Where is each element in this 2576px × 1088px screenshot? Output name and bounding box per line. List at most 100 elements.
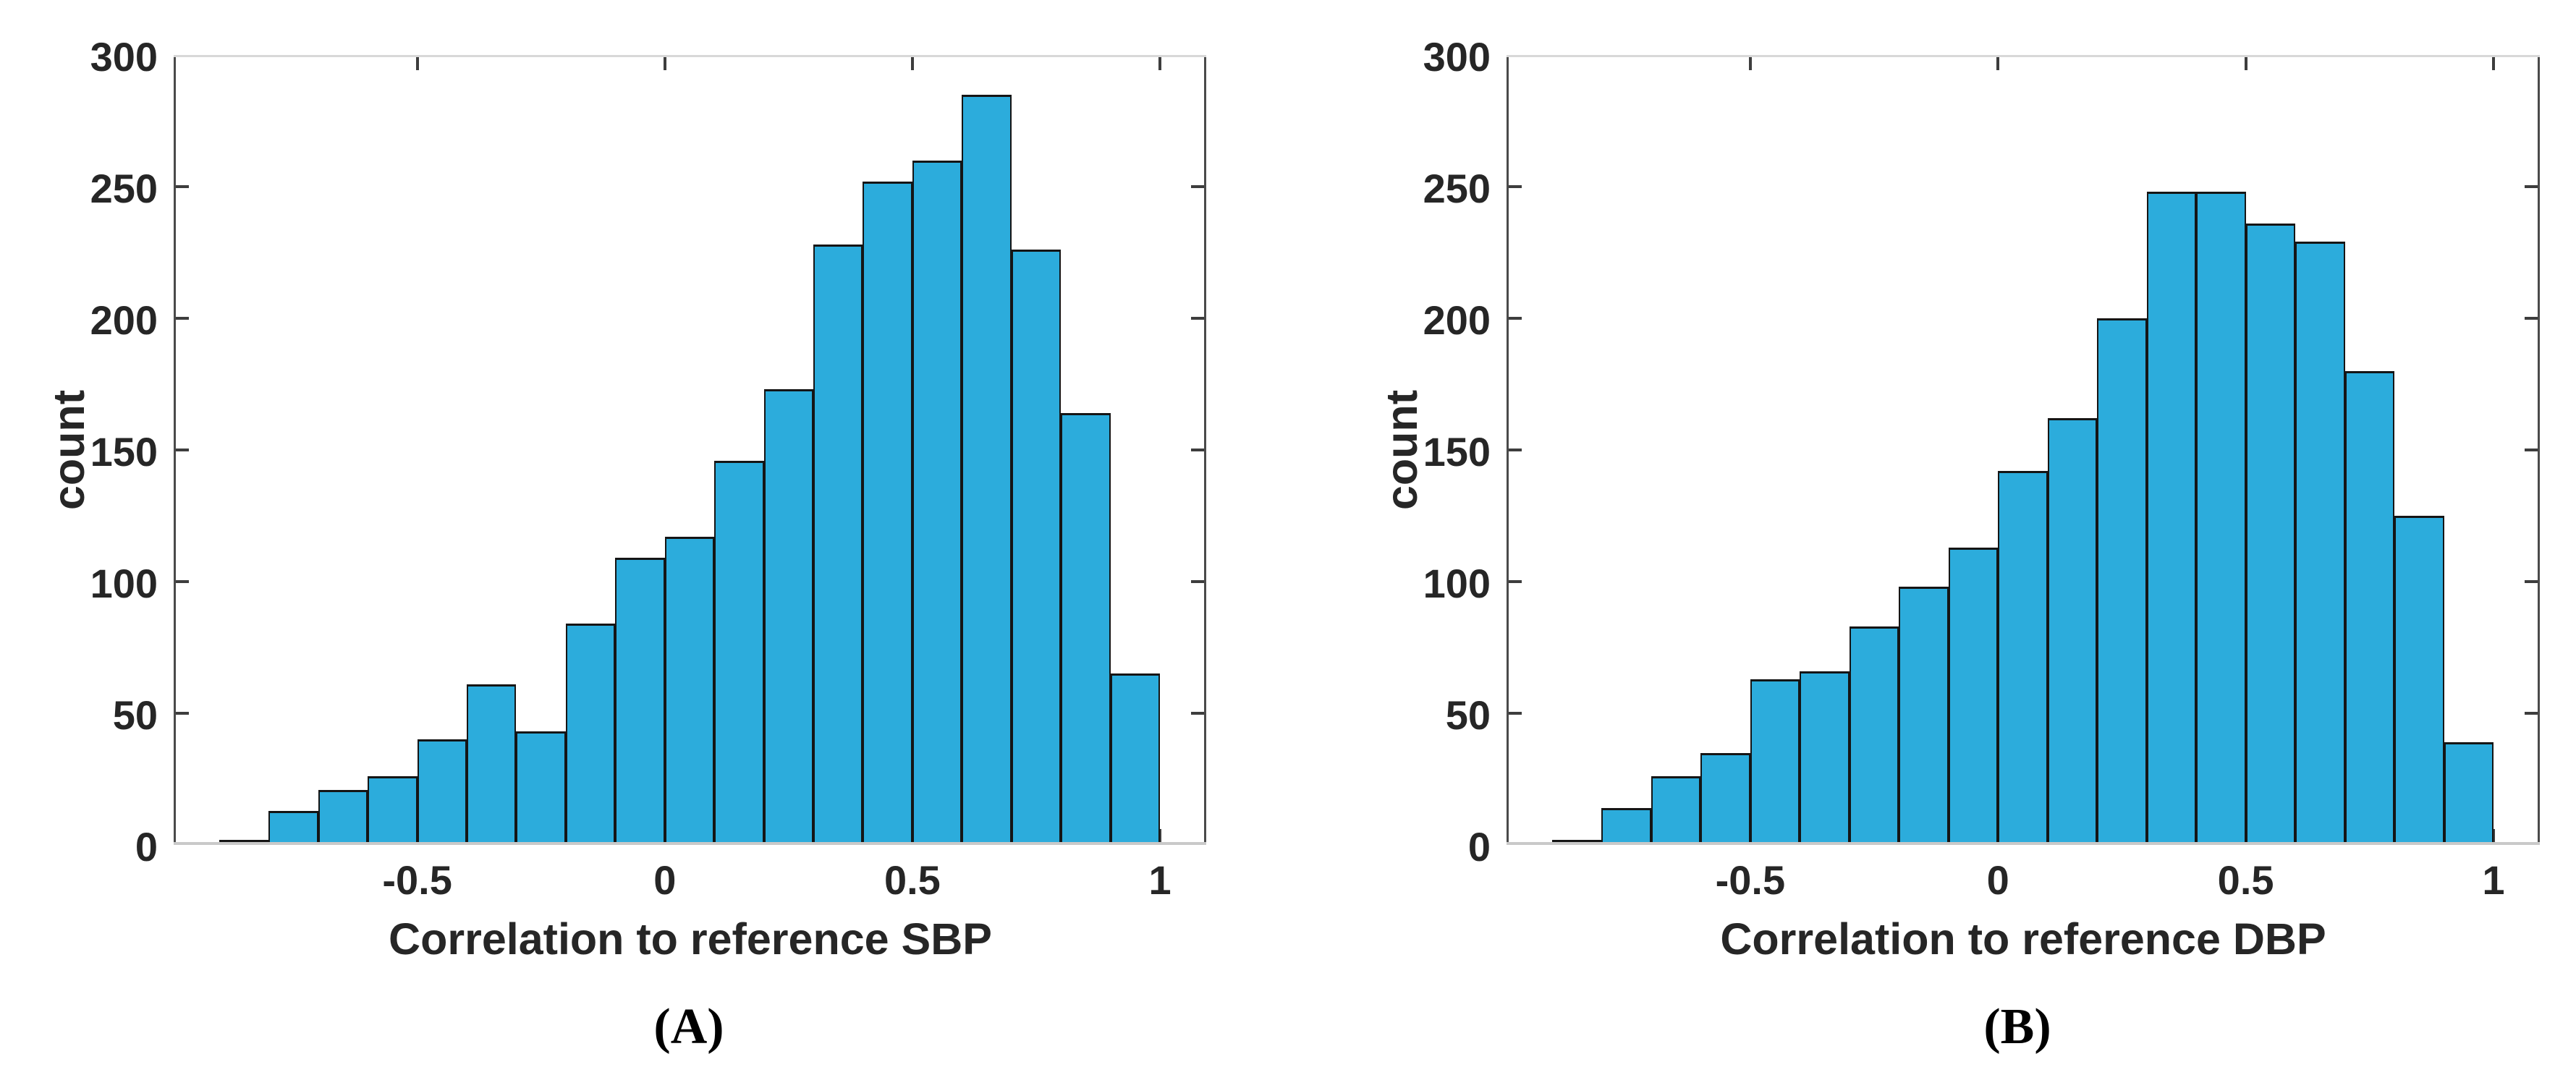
y-tick-label: 200 bbox=[90, 297, 158, 343]
y-tick-mark bbox=[2525, 712, 2538, 715]
y-tick-mark bbox=[1509, 580, 1522, 583]
y-tick-label: 200 bbox=[1423, 297, 1491, 343]
histogram-bar bbox=[664, 537, 715, 845]
y-tick-mark bbox=[1191, 580, 1204, 583]
histogram-bar bbox=[1061, 413, 1111, 845]
axis-frame-left bbox=[1507, 55, 1509, 845]
histogram-bar bbox=[1110, 673, 1161, 845]
y-tick-mark bbox=[2525, 580, 2538, 583]
x-tick-mark bbox=[415, 57, 419, 70]
histogram-bar bbox=[1948, 547, 1999, 845]
y-tick-label: 100 bbox=[90, 561, 158, 606]
axis-frame-right bbox=[2538, 55, 2540, 845]
y-tick-label: 150 bbox=[90, 429, 158, 475]
x-tick-label: 0 bbox=[1986, 857, 2009, 903]
y-tick-mark bbox=[176, 580, 189, 583]
axis-frame-bottom bbox=[1507, 842, 2540, 845]
histogram-bar bbox=[417, 739, 467, 845]
y-tick-label: 100 bbox=[1423, 561, 1491, 606]
x-tick-label: -0.5 bbox=[382, 857, 452, 903]
histogram-bar bbox=[2394, 516, 2444, 845]
histogram-bar bbox=[1011, 250, 1062, 845]
x-tick-mark bbox=[663, 57, 666, 70]
x-tick-mark bbox=[1158, 57, 1162, 70]
x-tick-label: 1 bbox=[2482, 857, 2505, 903]
histogram-bar bbox=[813, 245, 863, 845]
histogram-bar bbox=[368, 776, 418, 845]
histogram-bar bbox=[714, 460, 764, 845]
y-tick-mark bbox=[176, 185, 189, 188]
x-tick-label: 1 bbox=[1148, 857, 1172, 903]
histogram-bar bbox=[2097, 318, 2147, 845]
histogram-bar bbox=[1601, 808, 1651, 845]
y-tick-mark bbox=[1191, 185, 1204, 188]
y-tick-mark bbox=[1509, 449, 1522, 451]
axis-frame-top bbox=[174, 55, 1206, 57]
y-tick-label: 300 bbox=[1423, 34, 1491, 80]
y-tick-label: 0 bbox=[135, 824, 158, 870]
histogram-bar bbox=[1750, 679, 1800, 845]
histogram-bar bbox=[2146, 192, 2197, 845]
y-tick-mark bbox=[176, 449, 189, 451]
histogram-bar bbox=[863, 181, 912, 845]
y-tick-label: 50 bbox=[112, 692, 158, 738]
x-tick-mark bbox=[910, 57, 914, 70]
y-tick-label: 50 bbox=[1445, 692, 1491, 738]
axis-frame-left bbox=[174, 55, 176, 845]
y-tick-mark bbox=[1191, 317, 1204, 320]
y-tick-mark bbox=[1509, 317, 1522, 320]
y-tick-mark bbox=[176, 317, 189, 320]
x-tick-mark bbox=[1748, 57, 1752, 70]
y-tick-mark bbox=[1509, 712, 1522, 715]
histogram-bar bbox=[1700, 752, 1750, 845]
x-tick-mark bbox=[1158, 829, 1162, 842]
histogram-bar bbox=[2196, 192, 2246, 845]
x-axis-label: Correlation to reference DBP bbox=[1720, 914, 2326, 964]
histogram-bar bbox=[1651, 776, 1701, 845]
axis-frame-bottom bbox=[174, 842, 1206, 845]
histogram-bar bbox=[467, 684, 517, 845]
y-tick-label: 250 bbox=[1423, 166, 1491, 211]
y-tick-mark bbox=[1191, 449, 1204, 451]
y-tick-mark bbox=[1509, 185, 1522, 188]
x-tick-mark bbox=[2491, 57, 2495, 70]
x-tick-mark bbox=[2491, 829, 2495, 842]
histogram-bar bbox=[2344, 370, 2395, 845]
histogram-bar bbox=[2295, 242, 2345, 845]
x-tick-label: -0.5 bbox=[1715, 857, 1786, 903]
y-tick-label: 300 bbox=[90, 34, 158, 80]
histogram-bar bbox=[268, 810, 318, 845]
histogram-bar bbox=[2047, 418, 2098, 845]
x-tick-label: 0 bbox=[653, 857, 677, 903]
histogram-bar bbox=[962, 94, 1012, 845]
histogram-bar bbox=[615, 558, 665, 845]
axis-frame-right bbox=[1204, 55, 1206, 845]
histogram-bar bbox=[2245, 223, 2296, 845]
y-tick-label: 250 bbox=[90, 166, 158, 211]
y-tick-mark bbox=[2525, 317, 2538, 320]
histogram-bar bbox=[2444, 742, 2494, 845]
axis-frame-top bbox=[1507, 55, 2540, 57]
y-tick-mark bbox=[2525, 185, 2538, 188]
x-tick-mark bbox=[1996, 57, 2000, 70]
histogram-bar bbox=[1800, 671, 1850, 845]
histogram-bar bbox=[516, 731, 566, 845]
x-tick-label: 0.5 bbox=[884, 857, 941, 903]
y-tick-mark bbox=[2525, 449, 2538, 451]
histogram-bar bbox=[1998, 471, 2048, 845]
histogram-bar bbox=[1849, 626, 1899, 845]
y-tick-label: 0 bbox=[1467, 824, 1491, 870]
histogram-bar bbox=[318, 789, 368, 845]
x-tick-label: 0.5 bbox=[2217, 857, 2274, 903]
x-tick-mark bbox=[2244, 57, 2247, 70]
histogram-bar bbox=[763, 389, 814, 845]
panel-caption: (B) bbox=[1983, 999, 2051, 1055]
histogram-bar bbox=[565, 624, 616, 845]
y-tick-mark bbox=[176, 712, 189, 715]
y-tick-mark bbox=[1191, 712, 1204, 715]
histogram-bar bbox=[1899, 587, 1949, 845]
y-tick-label: 150 bbox=[1423, 429, 1491, 475]
